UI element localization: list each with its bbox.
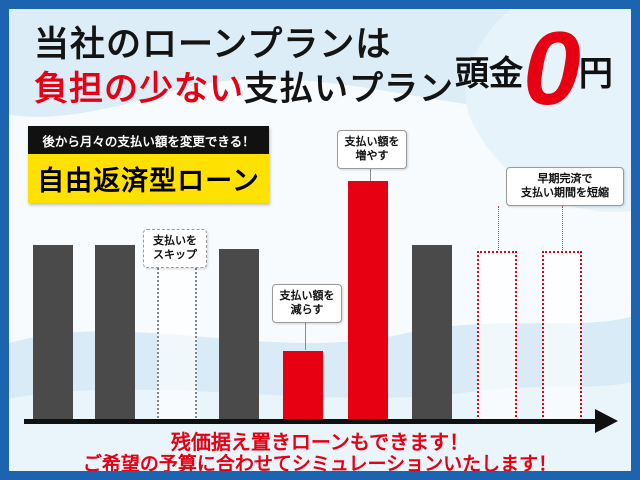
down-payment-badge: 頭金 0 円 <box>455 11 613 128</box>
bar-7-dotted-red <box>477 251 517 421</box>
callout-early-payoff: 早期完済で 支払い期間を短縮 <box>506 167 624 206</box>
callout-connector-decrease <box>305 320 306 350</box>
headline-emphasis: 負担の少ない <box>34 70 244 108</box>
callout-connector-early-2 <box>562 206 563 250</box>
plan-title: 自由返済型ローン <box>37 166 260 196</box>
down-payment-label: 頭金 <box>455 54 523 93</box>
headline-line1: 当社のローンプランは <box>34 25 392 64</box>
bar-3-solid-gray <box>219 249 259 421</box>
bar-8-dotted-red <box>542 251 582 421</box>
footer-line2: ご希望の予算に合わせてシミュレーションいたします！ <box>82 454 558 475</box>
callout-skip-payment: 支払いを スキップ <box>143 229 207 268</box>
plan-highlight-box: 後から月々の支払い額を変更できる！ 自由返済型ローン <box>28 126 269 203</box>
bar-0-solid-gray <box>33 245 73 421</box>
bar-chart <box>25 176 617 421</box>
bar-6-solid-gray <box>412 245 452 421</box>
bar-1-solid-gray <box>95 245 135 421</box>
plan-tagline: 後から月々の支払い額を変更できる！ <box>28 126 269 154</box>
bar-5-solid-red <box>348 181 388 421</box>
timeline-arrow-icon <box>595 409 618 433</box>
timeline-axis <box>24 419 598 424</box>
headline-line2-rest: 支払いプラン <box>244 70 454 108</box>
down-payment-amount: 0 <box>523 11 581 128</box>
callout-decrease-payment: 支払い額を 減らす <box>272 284 342 323</box>
headline-line2: 負担の少ない支払いプラン <box>34 61 454 110</box>
bar-4-solid-red <box>283 351 323 421</box>
callout-connector-early-1 <box>498 206 499 250</box>
footer-line1: 残価据え置きローンもできます！ <box>170 432 470 454</box>
callout-connector-increase <box>370 166 371 181</box>
down-payment-unit: 円 <box>578 54 613 93</box>
bar-2-dotted-gray <box>157 261 197 421</box>
callout-increase-payment: 支払い額を 増やす <box>337 130 407 169</box>
